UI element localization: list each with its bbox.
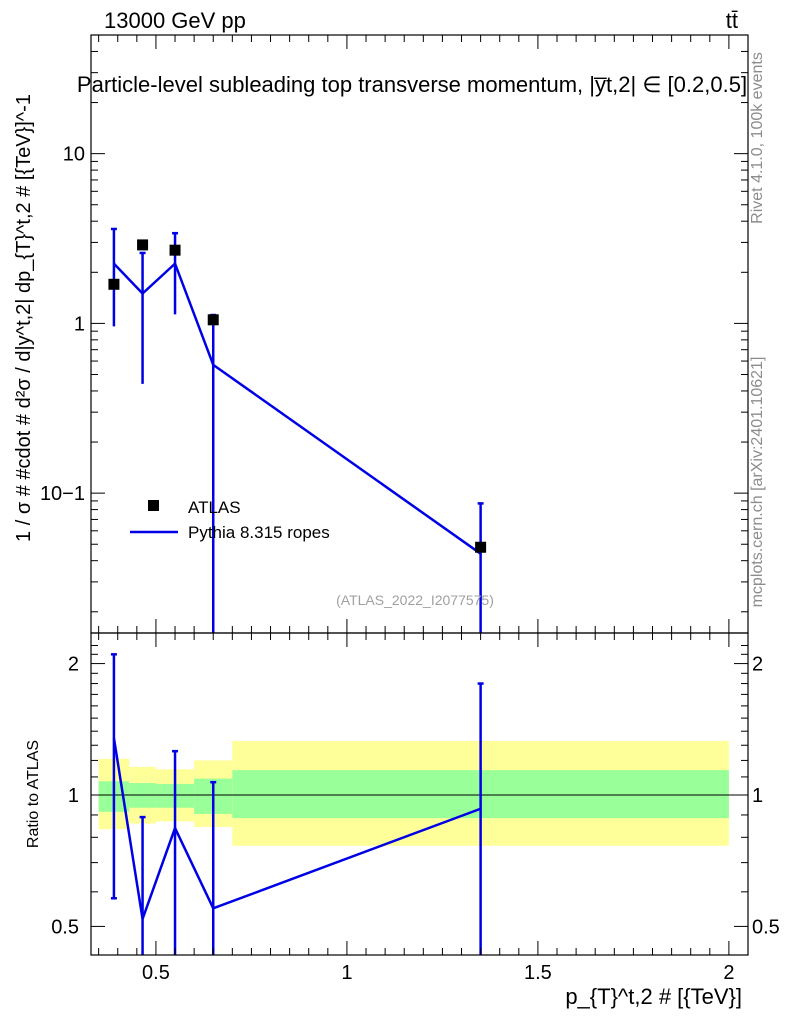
ratio-ytick-label-left: 2 [68,654,79,676]
atlas-data-point [169,244,181,256]
x-tick-label: 1 [341,962,352,984]
analysis-watermark: (ATLAS_2022_I2077575) [336,592,494,608]
main-axis-ticks: 10 1 10−1 [40,34,748,633]
ratio-ytick-label-left: 1 [68,785,79,807]
ratio-ytick-label-right: 0.5 [752,916,780,938]
energy-label: 13000 GeV pp [104,8,246,33]
rivet-label: Rivet 4.1.0, 100k events [749,52,766,224]
x-tick-label: 1.5 [524,962,552,984]
atlas-data-point [207,314,219,326]
main-frame [90,34,749,634]
legend-atlas-label: ATLAS [188,498,241,517]
ratio-ytick-label-left: 0.5 [51,916,79,938]
x-tick-label: 0.5 [142,962,170,984]
main-series [108,227,487,633]
atlas-data-point [108,278,120,290]
main-ytick-label: 1 [74,313,85,335]
ratio-axis-ticks: 0.5 0.5 1 1 2 2 0.5 1 1.5 2 [51,633,780,984]
main-ytick-label: 10 [63,144,85,166]
ratio-frame [90,632,749,956]
legend-atlas-marker [148,500,159,511]
x-axis-label: p_{T}^t,2 # [{TeV}] [565,984,742,1009]
atlas-data-point [137,239,149,251]
main-ylabel: 1 / σ # #cdot # d²σ / d|y^t,2| dp_{T}^t,… [13,94,35,542]
ratio-ytick-label-right: 1 [752,785,763,807]
legend-pythia-label: Pythia 8.315 ropes [188,523,330,542]
mcplots-label: mcplots.cern.ch [arXiv:2401.10621] [749,357,766,608]
main-panel: 10 1 10−1 (ATLAS_2022_I2077575) ATLAS Pyth… [40,34,749,634]
main-ytick-label: 10−1 [40,483,85,505]
ratio-panel: 0.5 0.5 1 1 2 2 0.5 1 1.5 2 [51,632,780,984]
ratio-uncertainty-bands [98,740,729,846]
ratio-ylabel: Ratio to ATLAS [25,740,42,848]
ratio-series [110,653,484,955]
process-label: tt̄ [726,8,738,33]
legend: ATLAS Pythia 8.315 ropes [130,498,330,542]
ratio-line [112,737,482,920]
atlas-data-point [475,541,487,553]
x-tick-label: 2 [723,962,734,984]
ratio-ytick-label-right: 2 [752,654,763,676]
main-title: Particle-level subleading top transverse… [77,72,747,97]
mc-line [113,261,482,555]
